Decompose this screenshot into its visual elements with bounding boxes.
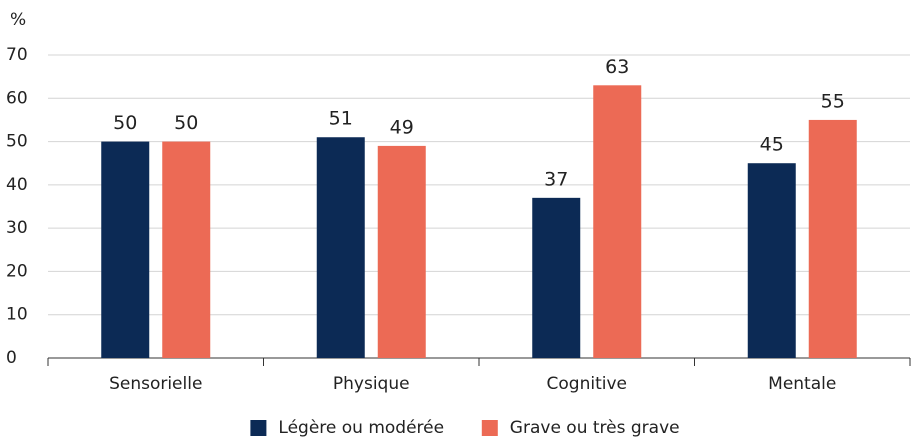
value-label: 63 (605, 56, 629, 78)
value-label: 50 (174, 112, 198, 134)
value-label: 55 (821, 90, 845, 112)
y-tick-label: 10 (6, 305, 28, 325)
y-tick-label: 50 (6, 132, 28, 152)
x-tick-label: Sensorielle (109, 374, 202, 394)
x-tick-label: Physique (333, 374, 410, 394)
y-tick-label: 0 (6, 348, 17, 368)
y-tick-label: 60 (6, 88, 28, 108)
legend-swatch (250, 420, 267, 436)
y-tick-label: 20 (6, 261, 28, 281)
y-tick-label: 30 (6, 218, 28, 238)
bar (808, 119, 857, 358)
value-label: 45 (760, 134, 784, 156)
bar (101, 141, 150, 358)
legend-swatch (481, 420, 498, 436)
legend-label: Grave ou très grave (510, 418, 680, 438)
y-unit-label: % (10, 10, 26, 30)
x-tick-label: Mentale (768, 374, 836, 394)
bar (532, 197, 581, 358)
legend-label: Légère ou modérée (278, 418, 444, 438)
y-tick-label: 70 (6, 45, 28, 65)
y-tick-label: 40 (6, 175, 28, 195)
bar (747, 163, 796, 358)
bar (593, 85, 642, 359)
value-label: 51 (329, 108, 353, 130)
x-tick-label: Cognitive (547, 374, 627, 394)
value-label: 50 (113, 112, 137, 134)
value-label: 37 (544, 168, 568, 190)
bar (316, 137, 365, 358)
bar (377, 145, 426, 358)
value-label: 49 (390, 116, 414, 138)
bar (162, 141, 211, 358)
